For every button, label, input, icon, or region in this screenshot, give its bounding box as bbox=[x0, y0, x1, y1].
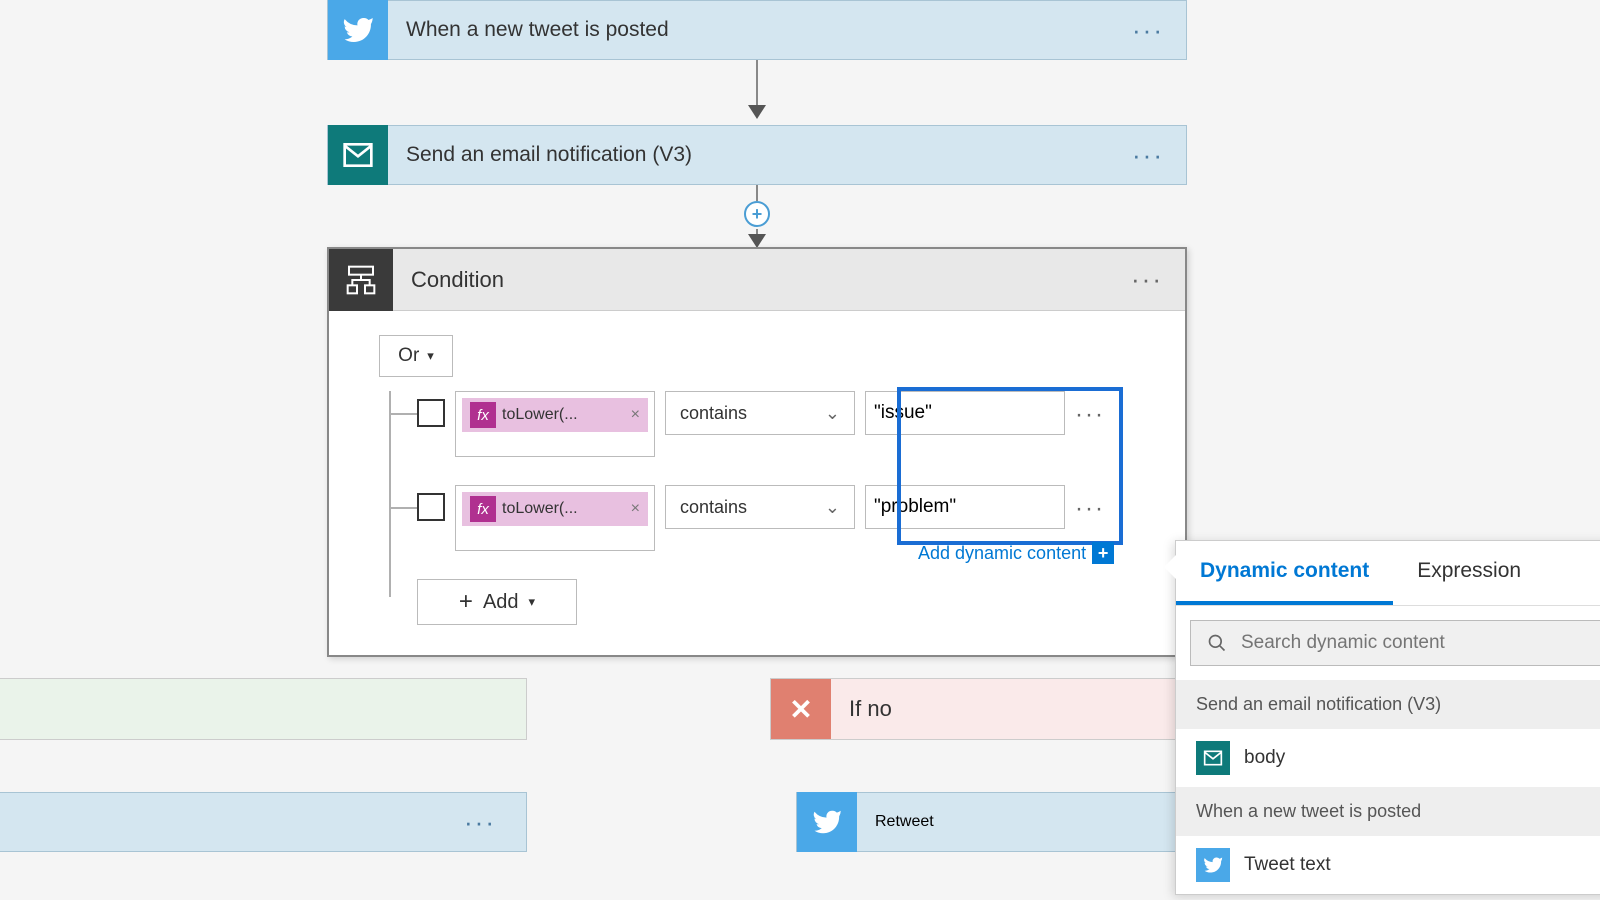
condition-header[interactable]: Condition ··· bbox=[329, 249, 1185, 311]
fx-icon: fx bbox=[470, 496, 496, 522]
if-no-label: If no bbox=[831, 696, 910, 722]
second-value-input[interactable] bbox=[865, 391, 1065, 435]
operator-dropdown[interactable]: contains ⌄ bbox=[665, 391, 855, 435]
chevron-down-icon: ▾ bbox=[427, 348, 434, 364]
if-yes-branch: ✓ If yes bbox=[0, 678, 527, 740]
tab-expression[interactable]: Expression bbox=[1393, 541, 1545, 605]
trigger-menu-dots[interactable]: ··· bbox=[1110, 15, 1186, 46]
email-icon bbox=[328, 125, 388, 185]
trigger-label: When a new tweet is posted bbox=[388, 18, 1110, 42]
plus-icon: + bbox=[1092, 542, 1114, 564]
dynamic-content-panel: Dynamic content Expression Send an email… bbox=[1175, 540, 1600, 895]
operator-dropdown[interactable]: contains ⌄ bbox=[665, 485, 855, 529]
dyn-item-body[interactable]: body bbox=[1176, 729, 1600, 787]
yes-nested-card[interactable]: a card ··· bbox=[0, 792, 527, 852]
dyn-section-header: Send an email notification (V3) bbox=[1176, 680, 1600, 729]
dynamic-search-input[interactable] bbox=[1190, 620, 1600, 666]
first-value-input[interactable]: fx toLower(... × bbox=[455, 485, 655, 551]
condition-menu-dots[interactable]: ··· bbox=[1109, 264, 1185, 295]
twitter-icon bbox=[1196, 848, 1230, 882]
twitter-icon bbox=[328, 0, 388, 60]
group-operator-dropdown[interactable]: Or ▾ bbox=[379, 335, 453, 377]
email-card[interactable]: Send an email notification (V3) ··· bbox=[327, 125, 1187, 185]
chevron-down-icon: ▾ bbox=[529, 594, 536, 610]
condition-title: Condition bbox=[393, 267, 1109, 293]
remove-pill-icon[interactable]: × bbox=[631, 406, 640, 424]
row-checkbox[interactable] bbox=[417, 399, 445, 427]
expression-pill[interactable]: fx toLower(... × bbox=[462, 492, 648, 526]
email-icon bbox=[1196, 741, 1230, 775]
fx-icon: fx bbox=[470, 402, 496, 428]
dyn-section-header: When a new tweet is posted bbox=[1176, 787, 1600, 836]
twitter-icon bbox=[797, 792, 857, 852]
trigger-card[interactable]: When a new tweet is posted ··· bbox=[327, 0, 1187, 60]
condition-row: fx toLower(... × contains ⌄ ··· bbox=[379, 391, 1145, 457]
tab-dynamic-content[interactable]: Dynamic content bbox=[1176, 541, 1393, 605]
row-checkbox[interactable] bbox=[417, 493, 445, 521]
first-value-input[interactable]: fx toLower(... × bbox=[455, 391, 655, 457]
condition-icon bbox=[329, 249, 393, 311]
add-dynamic-content-link[interactable]: Add dynamic content + bbox=[918, 542, 1114, 564]
email-label: Send an email notification (V3) bbox=[388, 143, 1110, 167]
expression-pill[interactable]: fx toLower(... × bbox=[462, 398, 648, 432]
chevron-down-icon: ⌄ bbox=[825, 497, 840, 518]
close-icon: ✕ bbox=[771, 679, 831, 739]
condition-card: Condition ··· Or ▾ fx toLower(... × bbox=[327, 247, 1187, 657]
dyn-item-tweet-text[interactable]: Tweet text bbox=[1176, 836, 1600, 894]
plus-icon: + bbox=[459, 588, 473, 616]
row-menu-dots[interactable]: ··· bbox=[1075, 401, 1105, 429]
row-menu-dots[interactable]: ··· bbox=[1075, 495, 1105, 523]
second-value-input[interactable] bbox=[865, 485, 1065, 529]
insert-step-button[interactable]: + bbox=[744, 201, 770, 227]
chevron-down-icon: ⌄ bbox=[825, 403, 840, 424]
email-menu-dots[interactable]: ··· bbox=[1110, 140, 1186, 171]
search-icon bbox=[1207, 633, 1227, 653]
card-menu-dots[interactable]: ··· bbox=[434, 807, 526, 838]
remove-pill-icon[interactable]: × bbox=[631, 500, 640, 518]
add-row-button[interactable]: + Add ▾ bbox=[417, 579, 577, 625]
